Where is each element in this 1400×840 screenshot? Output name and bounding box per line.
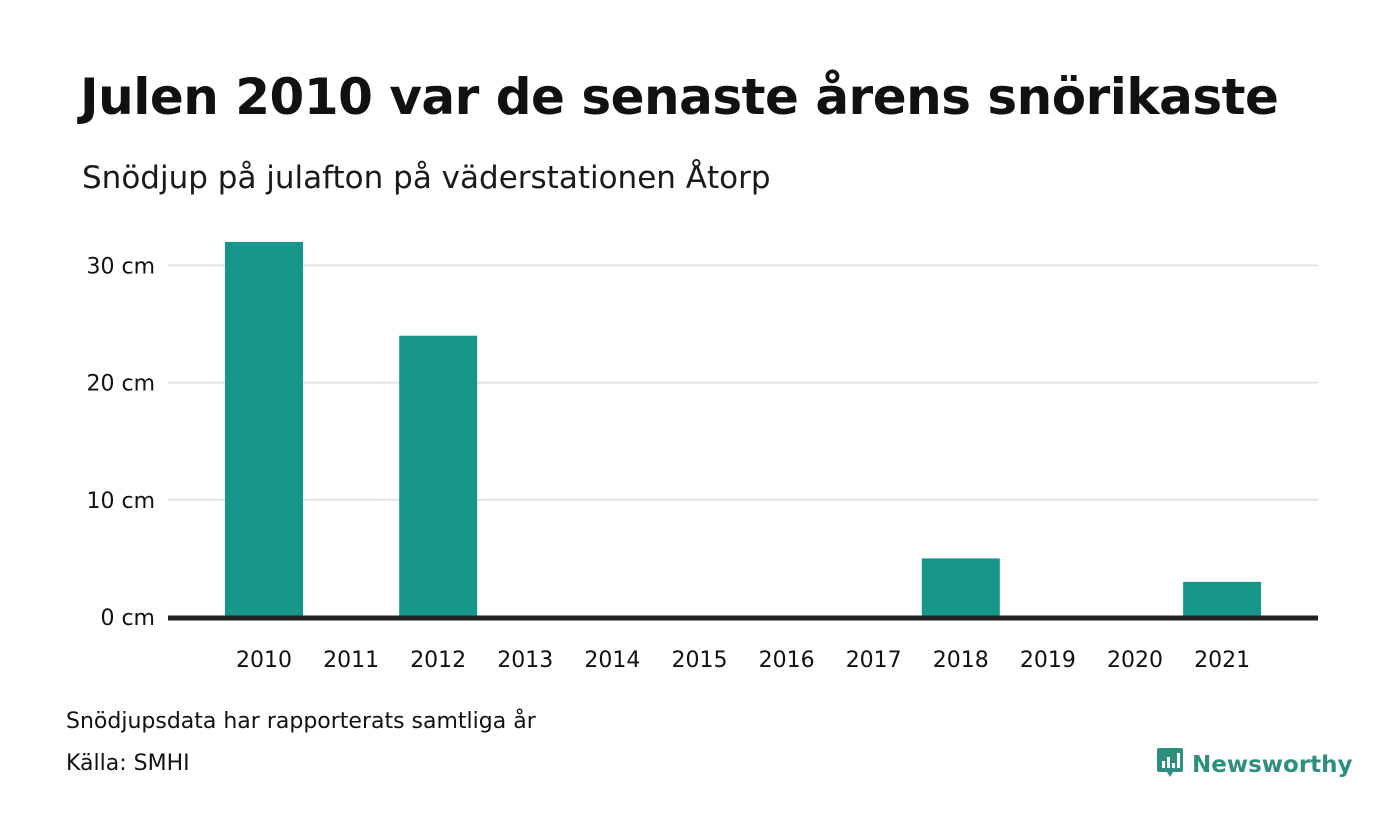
bar-chart: 0 cm 10 cm 20 cm 30 cm 2010 2011 2012 2013 2014… bbox=[86, 241, 1318, 673]
x-tick-label-2016: 2016 bbox=[759, 648, 815, 673]
source-credit: Källa: SMHI bbox=[66, 751, 190, 776]
y-tick-label: 20 cm bbox=[86, 372, 155, 397]
x-tick-label-2014: 2014 bbox=[584, 648, 640, 673]
brand-logo: Newsworthy bbox=[1156, 746, 1353, 784]
chart-subtitle: Snödjup på julafton på väderstationen Åt… bbox=[82, 160, 771, 196]
chart-title: Julen 2010 var de senaste årens snörikas… bbox=[80, 68, 1279, 126]
gridlines bbox=[168, 264, 1318, 501]
brand-name: Newsworthy bbox=[1192, 752, 1353, 778]
x-tick-label-2018: 2018 bbox=[933, 648, 989, 673]
x-tick-label-2021: 2021 bbox=[1194, 648, 1250, 673]
bars bbox=[225, 241, 1262, 617]
x-tick-label-2013: 2013 bbox=[497, 648, 553, 673]
x-tick-label-2011: 2011 bbox=[323, 648, 379, 673]
x-tick-label-2017: 2017 bbox=[846, 648, 902, 673]
bar-2012 bbox=[399, 335, 478, 617]
y-tick-label: 30 cm bbox=[86, 254, 155, 279]
x-tick-label-2020: 2020 bbox=[1107, 648, 1163, 673]
bar-2010 bbox=[225, 241, 303, 617]
y-axis-ticks: 0 cm 10 cm 20 cm 30 cm bbox=[86, 254, 155, 631]
x-tick-label-2015: 2015 bbox=[672, 648, 728, 673]
y-tick-label: 0 cm bbox=[100, 606, 155, 631]
bar-2021 bbox=[1183, 581, 1262, 617]
x-tick-label-2010: 2010 bbox=[236, 648, 292, 673]
newsworthy-logo-icon bbox=[1156, 746, 1184, 784]
x-tick-label-2012: 2012 bbox=[410, 648, 466, 673]
footnote: Snödjupsdata har rapporterats samtliga å… bbox=[66, 709, 536, 734]
x-axis-ticks: 2010 2011 2012 2013 2014 2015 2016 2017 2018 2019… bbox=[236, 648, 1250, 673]
y-tick-label: 10 cm bbox=[86, 489, 155, 514]
x-tick-label-2019: 2019 bbox=[1020, 648, 1076, 673]
bar-2018 bbox=[921, 558, 1000, 617]
